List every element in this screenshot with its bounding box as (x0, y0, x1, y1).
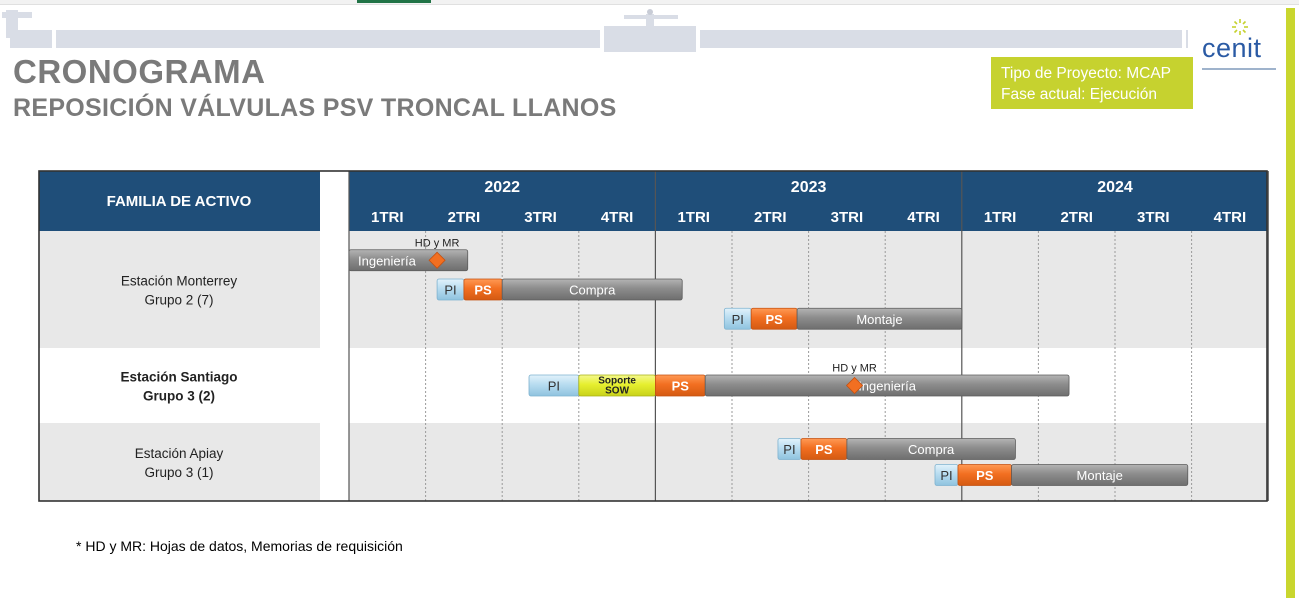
quarter-label: 4TRI (1214, 209, 1247, 226)
project-info-box: Tipo de Proyecto: MCAP Fase actual: Ejec… (991, 57, 1193, 109)
bar-label: Montaje (1077, 468, 1123, 483)
bar-task (846, 438, 1016, 460)
bar-label: Ingeniería (858, 379, 917, 394)
quarter-label: 2TRI (754, 209, 787, 226)
bar-task (704, 374, 1070, 397)
bar-task (1011, 464, 1189, 486)
year-label: 2024 (1097, 179, 1133, 196)
bar-label: PS (815, 442, 833, 457)
bar-label: Ingeniería (358, 253, 417, 268)
right-accent-bar (1286, 8, 1295, 598)
quarter-label: 2TRI (448, 209, 481, 226)
bar-label: PS (976, 468, 994, 483)
quarter-label: 3TRI (1137, 209, 1170, 226)
bar-task (501, 278, 683, 301)
row-label-name: Estación Santiago (120, 370, 237, 385)
gantt-chart: FAMILIA DE ACTIVO 2022 1TRI 2TRI 3TRI 4TRI 202… (38, 170, 1269, 502)
quarter-label: 1TRI (984, 209, 1017, 226)
row-header-label: FAMILIA DE ACTIVO (107, 193, 252, 210)
year-label: 2022 (484, 179, 520, 196)
bar-label: Compra (908, 442, 955, 457)
milestone-diamond (428, 251, 446, 269)
pipeline-graphic (2, 9, 1188, 52)
milestone-label: HD y MR (832, 363, 877, 375)
bar-label: PI (548, 379, 560, 394)
logo-wordmark: cenit (1202, 33, 1262, 63)
row-label-group: Grupo 2 (7) (144, 293, 213, 308)
header-band (39, 171, 1267, 232)
row-label-name: Estación Monterrey (121, 274, 238, 289)
bar-label: PI (783, 442, 795, 457)
selected-column-marker (357, 0, 431, 3)
quarter-label: 1TRI (371, 209, 404, 226)
bar-label: Montaje (856, 312, 902, 327)
row-label-group: Grupo 3 (1) (144, 465, 213, 480)
bar-label: PI (940, 468, 952, 483)
bar-label: PI (732, 312, 744, 327)
spreadsheet-column-strip (0, 0, 1299, 5)
page-subtitle: REPOSICIÓN VÁLVULAS PSV TRONCAL LLANOS (13, 94, 617, 122)
separator-cell (320, 423, 349, 501)
row-label-group: Grupo 3 (2) (143, 389, 215, 404)
row-band (39, 423, 1267, 501)
quarter-label: 1TRI (677, 209, 710, 226)
quarter-label: 3TRI (524, 209, 557, 226)
project-type-label: Tipo de Proyecto: MCAP (1001, 65, 1171, 82)
cenit-logo: cenit (1200, 18, 1280, 78)
separator-cell (320, 348, 349, 423)
bar-label: SOW (605, 386, 629, 397)
quarter-label: 4TRI (601, 209, 634, 226)
year-label: 2023 (791, 179, 827, 196)
separator-cell (320, 231, 349, 348)
row-label-name: Estación Apiay (135, 446, 224, 461)
milestone-diamond (845, 376, 864, 395)
current-phase-label: Fase actual: Ejecución (1001, 86, 1157, 103)
sun-icon (1232, 19, 1248, 35)
quarter-label: 2TRI (1060, 209, 1093, 226)
bar-label: Compra (569, 283, 616, 298)
chart-border (38, 170, 1268, 502)
milestone-label: HD y MR (415, 237, 460, 249)
logo-tagline-line (1202, 68, 1276, 70)
quarter-label: 3TRI (831, 209, 864, 226)
page-title: CRONOGRAMA (13, 53, 266, 90)
bar-label: PS (474, 283, 492, 298)
bar-label: PS (672, 379, 690, 394)
bar-label: Soporte (598, 376, 636, 387)
bar-task (796, 307, 963, 330)
footnote: * HD y MR: Hojas de datos, Memorias de r… (76, 538, 403, 554)
quarter-label: 4TRI (907, 209, 940, 226)
bar-label: PI (444, 283, 456, 298)
bar-label: PS (765, 312, 783, 327)
